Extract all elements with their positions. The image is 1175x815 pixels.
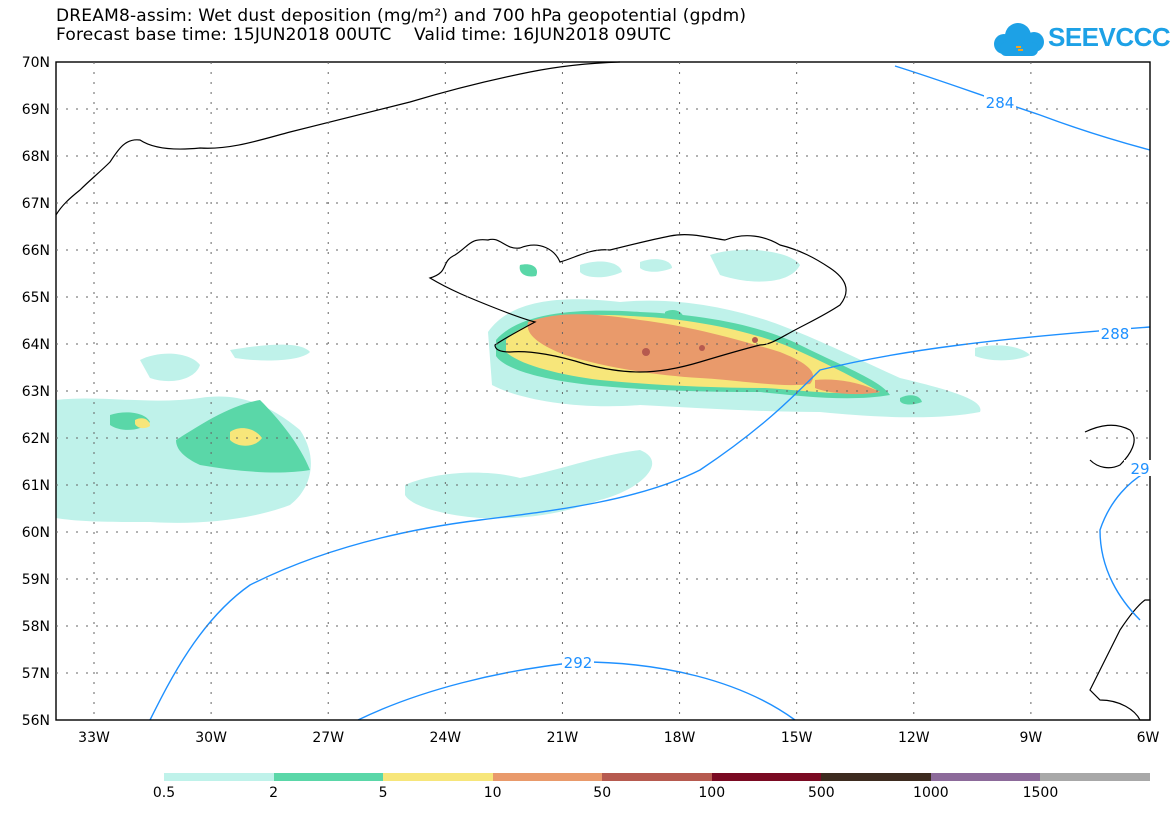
- legend-swatch: [273, 773, 384, 781]
- legend-label: 1500: [1022, 785, 1059, 801]
- legend-swatch: [1040, 773, 1150, 781]
- logo-text: SEEVCCC: [1048, 22, 1171, 52]
- contour-label: 288: [1101, 325, 1130, 343]
- latitude-label: 56N: [22, 713, 50, 729]
- latitude-label: 58N: [22, 619, 50, 635]
- latitude-label: 63N: [22, 384, 50, 400]
- latitude-labels: 70N 69N 68N 67N 66N 65N 64N 63N 62N 61N 60N 59N 58N 5…: [22, 55, 50, 729]
- legend-label: 100: [698, 785, 726, 801]
- map-title: DREAM8-assim: Wet dust deposition (mg/m²…: [56, 6, 747, 26]
- coastline: [55, 61, 1151, 721]
- legend-label: 0.5: [152, 785, 176, 801]
- latitude-label: 57N: [22, 666, 50, 682]
- legend-swatch: [164, 773, 274, 781]
- latitude-label: 67N: [22, 196, 50, 212]
- legend-swatch: [821, 773, 931, 781]
- latitude-label: 68N: [22, 149, 50, 165]
- legend-label: 50: [593, 785, 612, 801]
- contour-label: 284: [986, 94, 1015, 112]
- longitude-label: 9W: [1020, 730, 1043, 746]
- latitude-label: 69N: [22, 102, 50, 118]
- legend-swatch: [383, 773, 493, 781]
- longitude-label: 27W: [312, 730, 344, 746]
- legend-swatch: [602, 773, 712, 781]
- longitude-label: 21W: [547, 730, 579, 746]
- map-subtitle: Forecast base time: 15JUN2018 00UTC Vali…: [56, 25, 672, 45]
- contour-labels: 284 288 292 29: [562, 94, 1156, 672]
- latitude-label: 59N: [22, 572, 50, 588]
- dust-field: [56, 249, 1030, 523]
- latitude-label: 61N: [22, 478, 50, 494]
- cloud-logo-icon: [994, 23, 1044, 56]
- legend-label: 5: [378, 785, 388, 801]
- legend-label: 10: [483, 785, 502, 801]
- latitude-label: 66N: [22, 243, 50, 259]
- longitude-label: 24W: [429, 730, 461, 746]
- contour-label: 292: [564, 654, 593, 672]
- latitude-label: 62N: [22, 431, 50, 447]
- latitude-label: 60N: [22, 525, 50, 541]
- latitude-label: 64N: [22, 337, 50, 353]
- longitude-label: 18W: [664, 730, 696, 746]
- longitude-label: 30W: [195, 730, 227, 746]
- longitude-label: 12W: [898, 730, 930, 746]
- longitude-labels: 33W 30W 27W 24W 21W 18W 15W 12W 9W 6W: [78, 730, 1159, 746]
- longitude-label: 6W: [1137, 730, 1160, 746]
- contour-label: 29: [1130, 460, 1149, 478]
- legend-label: 1000: [913, 785, 949, 801]
- legend-swatch: [492, 773, 603, 781]
- graticule: [56, 62, 1150, 720]
- latitude-label: 70N: [22, 55, 50, 71]
- legend-swatch: [930, 773, 1041, 781]
- longitude-label: 15W: [781, 730, 813, 746]
- legend-label: 2: [269, 785, 279, 801]
- legend-swatch: [711, 773, 822, 781]
- longitude-label: 33W: [78, 730, 110, 746]
- latitude-label: 65N: [22, 290, 50, 306]
- legend-label: 500: [807, 785, 835, 801]
